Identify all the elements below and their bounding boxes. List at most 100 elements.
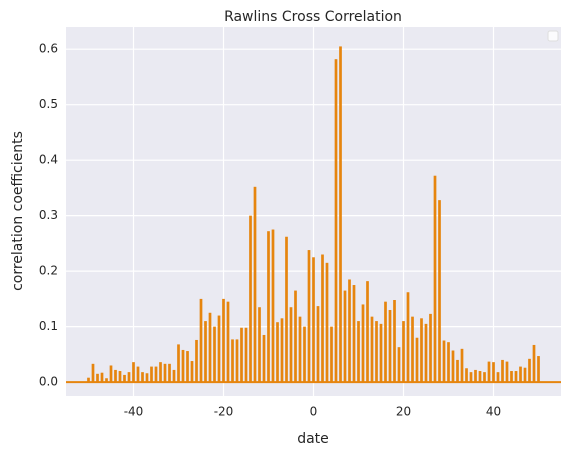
bar [370, 316, 374, 383]
bar [537, 356, 540, 383]
bar [303, 326, 306, 383]
bar [447, 342, 450, 383]
x-tick-label: -40 [124, 405, 144, 419]
bar [226, 301, 230, 383]
y-tick-label: 0.0 [39, 375, 58, 389]
bar [267, 231, 270, 383]
bar [321, 254, 324, 383]
bar [442, 340, 446, 383]
bar [258, 307, 261, 383]
bar [204, 321, 207, 383]
bar [330, 326, 333, 383]
bar [393, 300, 396, 383]
bar [366, 281, 369, 383]
bar [465, 368, 468, 383]
bar [109, 365, 113, 383]
bar [325, 262, 329, 383]
bar [438, 200, 441, 383]
bar [528, 358, 531, 383]
bar [244, 327, 248, 383]
bar [429, 313, 432, 383]
bar [456, 359, 459, 383]
bar [240, 327, 243, 383]
x-tick-label: 0 [310, 405, 318, 419]
bar [141, 372, 144, 383]
bar [483, 372, 486, 383]
y-tick-label: 0.2 [39, 264, 58, 278]
bar [478, 371, 482, 383]
bar [388, 309, 392, 383]
bar [298, 316, 302, 383]
bar [136, 366, 140, 383]
bar [231, 339, 234, 383]
bar [339, 46, 342, 383]
bar [312, 257, 315, 383]
bar [118, 371, 122, 383]
bar [150, 366, 153, 383]
bar [460, 348, 464, 383]
bar [352, 285, 356, 383]
bar [253, 186, 257, 383]
bar [249, 215, 252, 383]
bar [217, 315, 221, 383]
bar [222, 298, 225, 383]
bar [510, 371, 513, 383]
bar [289, 307, 293, 383]
bar [172, 369, 176, 383]
bar [451, 350, 455, 383]
bar [235, 339, 239, 383]
bar [105, 378, 108, 383]
bar [145, 373, 149, 383]
bar [496, 372, 500, 383]
y-tick-label: 0.5 [39, 97, 58, 111]
bar [357, 321, 360, 383]
y-tick-label: 0.1 [39, 319, 58, 333]
bar [96, 373, 99, 383]
y-tick-label: 0.6 [39, 42, 58, 56]
bar [280, 318, 284, 383]
bar [505, 361, 509, 383]
bar [420, 318, 423, 383]
bar [424, 323, 428, 383]
bar [190, 361, 194, 383]
bar [397, 347, 401, 383]
bar [415, 337, 419, 383]
bar [262, 334, 266, 383]
bar [123, 374, 126, 383]
y-axis-label: correlation coefficients [10, 131, 26, 291]
bar [199, 298, 203, 383]
bar [100, 372, 104, 383]
x-tick-label: 20 [396, 405, 411, 419]
bar [132, 362, 135, 383]
y-tick-label: 0.4 [39, 153, 58, 167]
bar [114, 369, 117, 383]
bar [469, 372, 473, 383]
bar [271, 229, 275, 383]
bar [501, 359, 504, 383]
y-tick-label: 0.3 [39, 208, 58, 222]
bar [177, 344, 180, 383]
bar [294, 290, 297, 383]
bar [334, 59, 338, 383]
bar [532, 344, 536, 383]
bar [127, 372, 131, 383]
bar [384, 301, 387, 383]
bar [379, 323, 383, 383]
bar [87, 377, 90, 383]
bar [307, 250, 311, 383]
bar [168, 363, 171, 383]
bar [519, 366, 522, 383]
bar [208, 312, 212, 383]
bar [487, 361, 491, 383]
legend [547, 30, 559, 42]
x-tick-label: -20 [214, 405, 234, 419]
bar [285, 236, 288, 383]
bar [474, 369, 477, 383]
bar [154, 366, 158, 383]
x-axis-label: date [297, 431, 329, 447]
bar [91, 363, 95, 383]
x-tick-label: 40 [486, 405, 501, 419]
bar [402, 321, 405, 383]
bar [181, 349, 185, 383]
